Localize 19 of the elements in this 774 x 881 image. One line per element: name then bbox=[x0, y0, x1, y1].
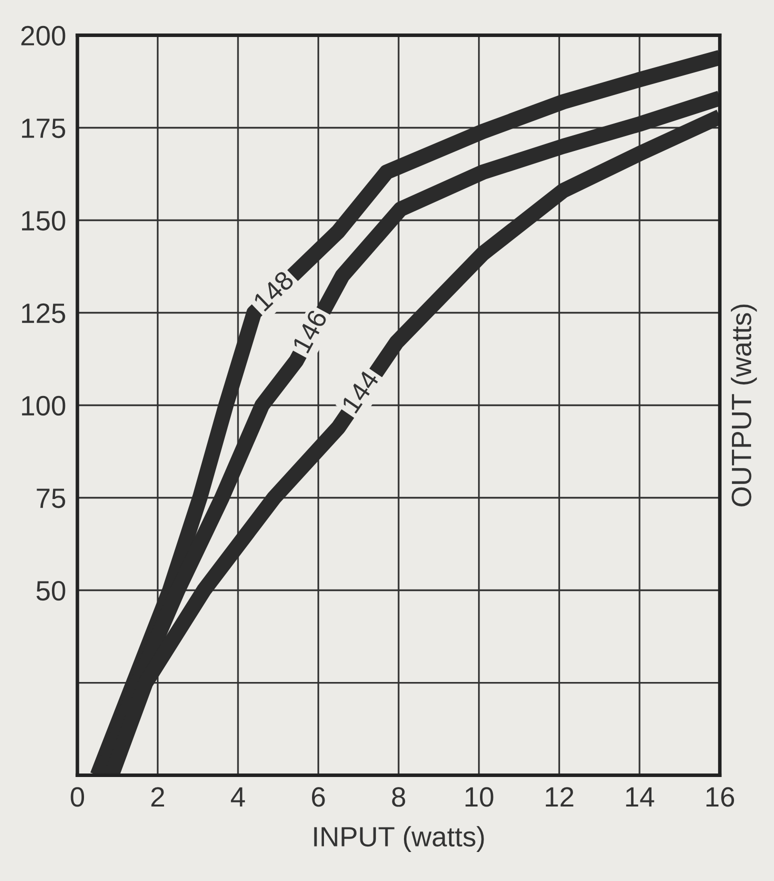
x-tick-label: 2 bbox=[151, 787, 164, 807]
y-tick-label: 100 bbox=[22, 396, 66, 416]
x-tick-label: 8 bbox=[392, 787, 406, 807]
y-axis-title: OUTPUT (watts) bbox=[730, 304, 757, 506]
y-tick-label: 125 bbox=[22, 303, 66, 324]
x-tick-label: 6 bbox=[312, 787, 325, 807]
x-tick-label: 10 bbox=[466, 787, 494, 807]
y-tick-label: 200 bbox=[21, 26, 66, 46]
x-tick-label: 4 bbox=[230, 787, 245, 807]
y-tick-label: 150 bbox=[22, 210, 66, 231]
text: 144 bbox=[341, 369, 380, 414]
x-tick-label: 12 bbox=[546, 787, 574, 807]
x-tick-label: 14 bbox=[626, 787, 654, 807]
y-tick-label: 75 bbox=[36, 488, 66, 508]
x-tick-label: 0 bbox=[70, 787, 84, 807]
y-tick-label: 50 bbox=[36, 580, 66, 601]
y-tick-label: 175 bbox=[22, 118, 66, 138]
x-tick-label: 16 bbox=[706, 787, 734, 807]
x-axis-title: INPUT (watts) bbox=[314, 826, 484, 852]
